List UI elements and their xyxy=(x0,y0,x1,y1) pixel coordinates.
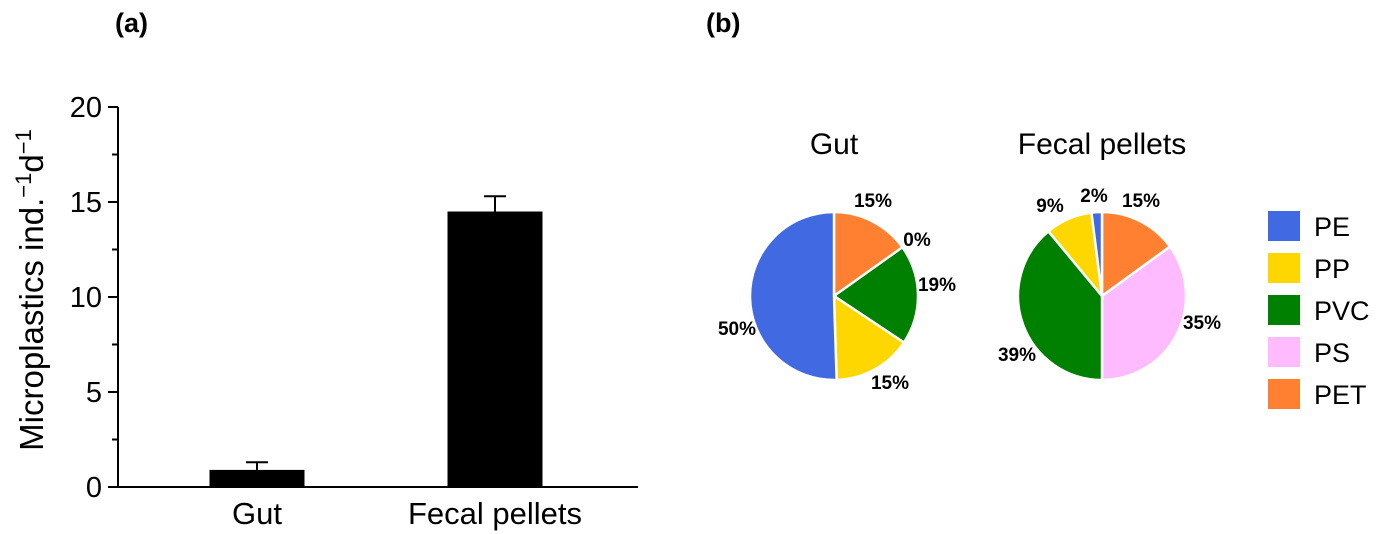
y-tick-label: 20 xyxy=(70,92,102,124)
pie-slice-pet xyxy=(832,210,905,299)
legend-swatch xyxy=(1268,295,1300,325)
legend-item: PET xyxy=(1268,379,1367,410)
pie-percent-label: 19% xyxy=(918,275,956,296)
y-tick-label: 0 xyxy=(86,472,102,504)
pie-charts: Gut 15% 0% 19% 15% 50% Fecal pellets 15% 35% 39% 9… xyxy=(718,128,1221,394)
pie-percent-label: 39% xyxy=(998,345,1036,366)
bar xyxy=(209,469,305,487)
pie-percent-label: 0% xyxy=(903,230,931,251)
pie-percent-label: 9% xyxy=(1036,196,1064,217)
y-axis-label-sup1: −1 xyxy=(11,173,36,198)
pie-chart: Gut 15% 0% 19% 15% 50% xyxy=(718,128,956,394)
pie-slice-pe xyxy=(1090,210,1104,297)
legend-label: PE xyxy=(1314,212,1350,242)
pie-slice-pvc xyxy=(1016,229,1104,382)
y-axis-label-main: Microplastics ind. xyxy=(13,198,50,451)
pie-slice-ps xyxy=(1100,244,1188,382)
legend-swatch xyxy=(1268,337,1300,367)
pie-slice-pvc xyxy=(831,245,920,345)
y-tick-label: 10 xyxy=(70,282,102,314)
pie-slice-pet xyxy=(1100,210,1172,299)
bar-axes: 0 5 10 15 20 xyxy=(70,92,638,504)
pie-percent-label: 15% xyxy=(871,373,909,394)
y-axis-label-unit: d xyxy=(13,154,50,172)
legend-item: PVC xyxy=(1268,295,1370,326)
pie-percent-label: 50% xyxy=(718,319,756,340)
y-tick-label: 15 xyxy=(70,187,102,219)
legend-label: PP xyxy=(1314,254,1350,284)
bar-marks: Gut Fecal pellets xyxy=(209,195,582,531)
legend-label: PS xyxy=(1314,338,1350,368)
x-category-label: Fecal pellets xyxy=(408,496,582,531)
pie-percent-label: 2% xyxy=(1080,186,1108,207)
legend: PE PP PVC PS PET xyxy=(1268,211,1370,410)
bar xyxy=(447,211,543,487)
y-axis-label-sup2: −1 xyxy=(11,129,36,154)
pie-slice-pe xyxy=(748,210,838,382)
legend-swatch xyxy=(1268,211,1300,241)
pie-title: Gut xyxy=(810,128,859,161)
legend-label: PET xyxy=(1314,380,1367,410)
x-category-label: Gut xyxy=(232,496,282,531)
pie-percent-label: 35% xyxy=(1183,313,1221,334)
legend-item: PP xyxy=(1268,253,1350,284)
legend-item: PS xyxy=(1268,337,1350,368)
legend-item: PE xyxy=(1268,211,1350,242)
panel-label-a: (a) xyxy=(115,8,148,38)
pie-percent-label: 15% xyxy=(1122,191,1160,212)
pie-title: Fecal pellets xyxy=(1018,128,1186,161)
pie-slice-pp xyxy=(832,293,906,382)
legend-swatch xyxy=(1268,253,1300,283)
panel-label-b: (b) xyxy=(706,8,740,38)
pie-chart: Fecal pellets 15% 35% 39% 9% 2% xyxy=(998,128,1221,382)
legend-swatch xyxy=(1268,379,1300,409)
y-axis-label: Microplastics ind.−1d−1 xyxy=(11,129,50,451)
legend-label: PVC xyxy=(1314,296,1370,326)
y-tick-label: 5 xyxy=(86,377,102,409)
pie-percent-label: 15% xyxy=(854,191,892,212)
